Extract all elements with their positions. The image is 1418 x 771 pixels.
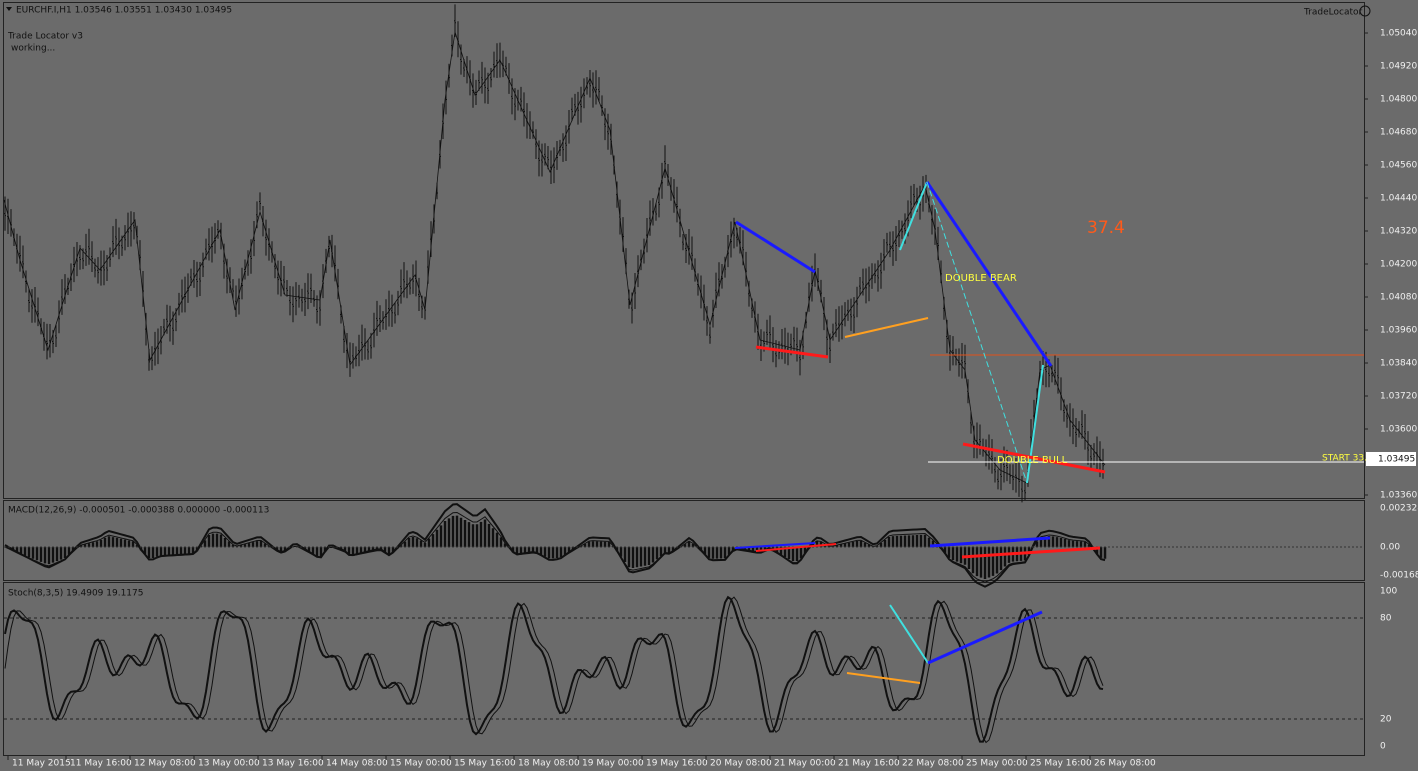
indicator-name: TradeLocator xyxy=(1303,8,1363,18)
time-tick-label: 22 May 08:00 xyxy=(902,759,964,769)
stoch-tick-label: 0 xyxy=(1380,742,1386,752)
time-tick-label: 15 May 00:00 xyxy=(390,759,452,769)
current-price: 1.03495 xyxy=(1378,455,1415,465)
price-tick-label: 1.04920 xyxy=(1380,62,1417,72)
stoch-label: Stoch(8,3,5) 19.4909 19.1175 xyxy=(8,589,143,599)
swing-line xyxy=(899,181,928,251)
price-tick-label: 1.04560 xyxy=(1380,161,1417,171)
swing-line xyxy=(1026,364,1044,484)
price-tick-label: 1.04800 xyxy=(1380,95,1417,105)
stoch-tick-label: 20 xyxy=(1380,715,1392,725)
menu-arrow[interactable] xyxy=(6,7,12,11)
score-label: 37.4 xyxy=(1087,218,1125,238)
signal-line xyxy=(4,511,1106,583)
stoch-plot xyxy=(4,595,1364,744)
bull-trend xyxy=(755,345,829,359)
stoch-tick-label: 100 xyxy=(1380,587,1397,597)
stoch-trend xyxy=(846,672,921,684)
macd-trend xyxy=(734,542,816,549)
status-title: Trade Locator v3 xyxy=(7,32,83,42)
time-tick-label: 12 May 08:00 xyxy=(134,759,196,769)
symbol-line: EURCHF.I,H1 1.03546 1.03551 1.03430 1.03… xyxy=(16,6,232,16)
time-tick-label: 18 May 08:00 xyxy=(518,759,580,769)
price-tick-label: 1.03360 xyxy=(1380,491,1417,501)
macd-tick-label: 0.002328 xyxy=(1380,504,1418,514)
status-text: working... xyxy=(11,44,55,54)
stoch-main xyxy=(4,595,1104,743)
price-tick-label: 1.05040 xyxy=(1380,29,1417,39)
time-tick-label: 13 May 16:00 xyxy=(262,759,324,769)
hidden-trend xyxy=(844,317,929,338)
stoch-signal xyxy=(4,596,1104,744)
start-label: START 33.0 xyxy=(1322,454,1373,464)
price-tick-label: 1.03840 xyxy=(1380,359,1417,369)
time-tick-label: 14 May 08:00 xyxy=(326,759,388,769)
macd-label: MACD(12,26,9) -0.000501 -0.000388 0.0000… xyxy=(8,506,269,516)
indicator-icon[interactable] xyxy=(1359,5,1371,17)
stoch-panel xyxy=(3,582,1365,756)
time-tick-label: 26 May 08:00 xyxy=(1094,759,1156,769)
time-tick-label: 13 May 00:00 xyxy=(198,759,260,769)
macd-tick-label: -0.001684 xyxy=(1380,571,1418,581)
macd-trend xyxy=(755,543,837,552)
time-tick-label: 20 May 08:00 xyxy=(710,759,772,769)
bear-trend xyxy=(735,220,816,274)
price-tick-label: 1.04680 xyxy=(1380,128,1417,138)
macd-trend xyxy=(929,536,1051,548)
time-tick-label: 21 May 16:00 xyxy=(838,759,900,769)
price-tick-label: 1.03600 xyxy=(1380,425,1417,435)
zigzag xyxy=(3,31,1106,484)
time-tick-label: 15 May 16:00 xyxy=(454,759,516,769)
macd-plot xyxy=(4,503,1364,588)
stoch-trend xyxy=(927,610,1043,665)
price-panel xyxy=(3,2,1365,499)
stoch-tick-label: 80 xyxy=(1380,614,1392,624)
time-tick-label: 21 May 00:00 xyxy=(774,759,836,769)
bear-trend xyxy=(925,181,1053,367)
price-tick-label: 1.04200 xyxy=(1380,260,1417,270)
swing-line xyxy=(926,181,1028,484)
bull-trend xyxy=(962,442,1106,474)
price-tick-label: 1.04320 xyxy=(1380,227,1417,237)
time-tick-label: 19 May 16:00 xyxy=(646,759,708,769)
macd-trend xyxy=(961,546,1101,559)
bear-label: DOUBLE BEAR xyxy=(945,273,1017,284)
time-tick-label: 11 May 2015 xyxy=(12,759,71,769)
current-price-box xyxy=(1366,452,1416,466)
price-tick-label: 1.04080 xyxy=(1380,293,1417,303)
price-tick-label: 1.03720 xyxy=(1380,392,1417,402)
time-tick-label: 19 May 00:00 xyxy=(582,759,644,769)
price-tick-label: 1.03960 xyxy=(1380,326,1417,336)
bull-label: DOUBLE BULL xyxy=(997,455,1068,466)
time-tick-label: 25 May 16:00 xyxy=(1030,759,1092,769)
macd-panel xyxy=(3,500,1365,581)
macd-tick-label: 0.00 xyxy=(1380,543,1400,553)
stoch-trend xyxy=(889,604,929,664)
time-tick-label: 11 May 16:00 xyxy=(70,759,132,769)
price-tick-label: 1.04440 xyxy=(1380,194,1417,204)
time-tick-label: 25 May 00:00 xyxy=(966,759,1028,769)
